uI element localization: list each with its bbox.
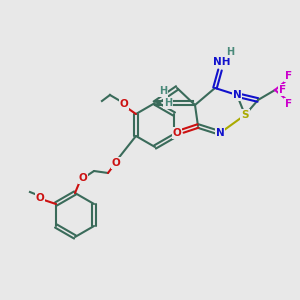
- Text: H: H: [164, 98, 172, 108]
- Text: O: O: [172, 128, 182, 138]
- Text: N: N: [216, 128, 224, 138]
- Text: F: F: [285, 99, 292, 109]
- Text: O: O: [112, 158, 120, 168]
- Text: O: O: [120, 99, 128, 109]
- Text: O: O: [79, 173, 87, 183]
- Text: O: O: [36, 193, 44, 203]
- Text: S: S: [241, 110, 249, 120]
- Text: H: H: [226, 47, 234, 57]
- Text: N: N: [232, 90, 242, 100]
- Text: F: F: [279, 85, 286, 95]
- Text: NH: NH: [213, 57, 231, 67]
- Text: H: H: [159, 86, 167, 96]
- Text: F: F: [285, 71, 292, 81]
